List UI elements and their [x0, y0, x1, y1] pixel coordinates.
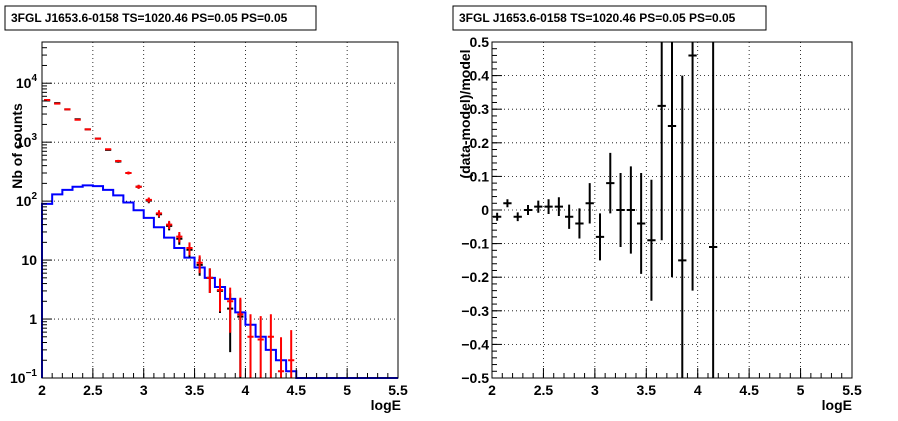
x-tick-label: 4 — [242, 382, 250, 398]
title-box — [452, 5, 767, 31]
residual-point — [523, 204, 533, 216]
x-tick-label: 4.5 — [287, 382, 307, 398]
data-point — [216, 278, 224, 312]
residual-point — [544, 199, 553, 215]
chart-title: 3FGL J1653.6-0158 TS=1020.46 PS=0.05 PS=… — [11, 11, 288, 25]
residual-point — [575, 208, 584, 239]
data-point — [186, 242, 193, 256]
x-axis-label: logE — [822, 397, 852, 413]
data-point — [74, 118, 81, 121]
y-tick-label: 0.4 — [470, 68, 490, 84]
data-point — [64, 108, 71, 111]
x-tick-label: 5 — [797, 382, 805, 398]
residual-point — [637, 173, 646, 274]
grid — [42, 42, 398, 378]
data-point — [288, 330, 295, 378]
y-tick-label: 104 — [16, 73, 38, 91]
data-point — [247, 314, 254, 378]
residual-point — [503, 199, 512, 208]
data-point — [94, 137, 102, 140]
data-point — [277, 337, 285, 378]
x-axis-label: logE — [371, 397, 401, 413]
x-tick-label: 4 — [694, 382, 702, 398]
y-tick-label: 10 — [21, 252, 37, 268]
residual-point — [534, 200, 543, 213]
residual-point — [678, 75, 687, 378]
residual-point — [565, 204, 574, 229]
x-tick-label: 5.5 — [388, 382, 408, 398]
y-tick-label: −0.5 — [461, 370, 489, 386]
axis-ticks: 2 2.5 3 3.5 4 4.5 5 5.5 10−1 1 10 102 103 104 — [10, 41, 408, 398]
x-tick-label: 4.5 — [739, 382, 759, 398]
x-tick-label: 2.5 — [83, 382, 103, 398]
residual-point — [513, 212, 522, 222]
data-point — [257, 316, 264, 378]
y-tick-label: 10−1 — [10, 368, 37, 386]
plot-marks — [41, 98, 398, 379]
residual-point — [616, 173, 625, 247]
residual-point — [709, 42, 718, 378]
data-point — [145, 197, 152, 203]
data-point — [125, 171, 132, 175]
data-point — [84, 128, 91, 131]
y-tick-label: −0.2 — [461, 269, 489, 285]
counts-panel: 3FGL J1653.6-0158 TS=1020.46 PS=0.05 PS=… — [4, 5, 408, 413]
x-tick-label: 3 — [140, 382, 148, 398]
y-tick-label: 103 — [16, 132, 38, 150]
data-point — [176, 231, 183, 243]
y-axis-label: (data-model)/model — [457, 49, 473, 178]
title-box — [4, 5, 317, 31]
x-tick-label: 3.5 — [185, 382, 205, 398]
axis-ticks: 2 2.5 3 3.5 4 4.5 5 5.5 −0.5 −0.4 −0.3 −0.2 −0.1 0 0.1… — [461, 34, 862, 398]
y-tick-label: 0 — [481, 202, 489, 218]
y-tick-label: 102 — [16, 191, 38, 209]
residual-point — [647, 179, 656, 301]
y-tick-label: 1 — [29, 311, 37, 327]
y-tick-label: −0.4 — [461, 336, 489, 352]
data-point — [206, 268, 213, 294]
data-point — [196, 255, 203, 274]
data-point — [135, 184, 142, 189]
residual-point — [626, 166, 635, 254]
x-tick-label: 5.5 — [842, 382, 862, 398]
x-tick-label: 5 — [343, 382, 351, 398]
x-tick-label: 3.5 — [637, 382, 657, 398]
y-tick-label: 0.3 — [470, 101, 490, 117]
chart-title: 3FGL J1653.6-0158 TS=1020.46 PS=0.05 PS=… — [459, 11, 736, 25]
residual-point — [554, 197, 563, 217]
data-point — [54, 102, 61, 105]
y-tick-label: 0.5 — [470, 34, 490, 50]
residual-point — [606, 152, 615, 214]
x-tick-label: 2 — [488, 382, 496, 398]
data-point — [115, 159, 122, 163]
residual-point — [688, 42, 697, 291]
data-point — [267, 314, 274, 378]
residual-point — [595, 213, 605, 261]
y-axis-label: Nb of counts — [9, 103, 25, 189]
residual-point — [657, 42, 666, 241]
plot-marks — [493, 42, 718, 378]
data-point — [166, 220, 173, 229]
y-tick-label: −0.1 — [461, 236, 489, 252]
data-point — [227, 287, 234, 333]
residual-point — [667, 42, 677, 278]
data-point — [155, 210, 163, 217]
y-tick-label: 0.1 — [470, 168, 490, 184]
residual-point — [585, 183, 594, 224]
x-tick-label: 2.5 — [534, 382, 554, 398]
residual-panel: 3FGL J1653.6-0158 TS=1020.46 PS=0.05 PS=… — [452, 5, 862, 413]
x-tick-label: 3 — [591, 382, 599, 398]
data-point — [237, 297, 244, 377]
data-point — [44, 98, 51, 101]
y-tick-label: −0.3 — [461, 303, 489, 319]
y-tick-label: 0.2 — [470, 135, 490, 151]
data-point — [105, 148, 112, 151]
plot-frame — [41, 41, 399, 379]
x-tick-label: 2 — [38, 382, 46, 398]
